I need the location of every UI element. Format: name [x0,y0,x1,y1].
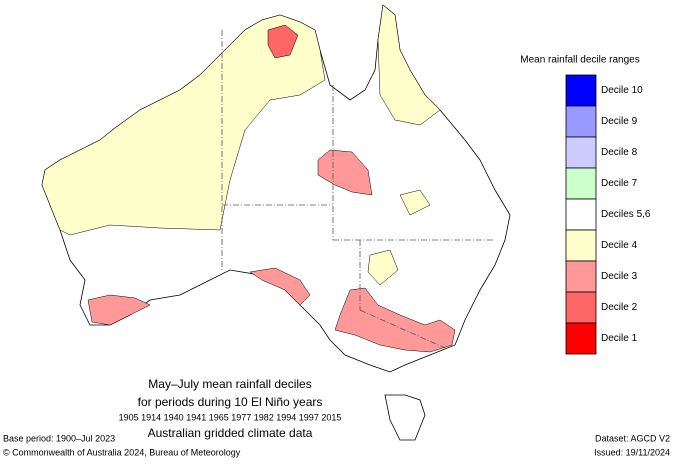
legend-label: Deciles 5,6 [601,209,651,220]
caption-subtitle: for periods during 10 El Niño years [138,395,323,409]
legend-label: Decile 10 [601,85,643,96]
legend-swatch [565,74,597,107]
copyright: © Commonwealth of Australia 2024, Bureau… [3,447,241,457]
white-northeast [377,4,441,126]
caption-title: May–July mean rainfall deciles [148,377,311,391]
legend-label: Decile 1 [601,333,638,344]
tasmania [384,394,426,441]
legend-swatch [565,136,597,169]
legend-swatch [565,260,597,293]
legend-swatch [565,229,597,262]
legend-label: Decile 2 [601,302,638,313]
legend: Decile 10 Decile 9 Decile 8 Decile 7 Deciles… [565,74,651,355]
legend-swatch [565,167,597,200]
legend-swatch [565,322,597,355]
legend-title: Mean rainfall decile ranges [520,55,640,66]
legend-label: Decile 3 [601,271,638,282]
caption-years: 1905 1914 1940 1941 1965 1977 1982 1994 … [119,412,342,422]
white-east [399,189,431,216]
legend-label: Decile 4 [601,240,638,251]
legend-label: Decile 7 [601,178,638,189]
legend-label: Decile 8 [601,147,638,158]
pink-southeast [334,287,456,353]
pink-wa [87,294,151,326]
dataset: Dataset: AGCD V2 [595,433,670,443]
white-west [41,14,326,236]
legend-swatch [565,105,597,138]
issued: Issued: 19/11/2024 [594,447,670,457]
caption-source: Australian gridded climate data [148,426,313,440]
white-centre [367,249,399,286]
legend-swatch [565,291,597,324]
map [41,4,511,441]
pink-sa [249,267,311,306]
pink-central [317,149,373,196]
legend-label: Decile 9 [601,116,638,127]
green-north [267,24,299,59]
legend-swatch [565,198,597,231]
border [359,309,446,349]
base-period: Base period: 1900–Jul 2023 [3,433,115,443]
